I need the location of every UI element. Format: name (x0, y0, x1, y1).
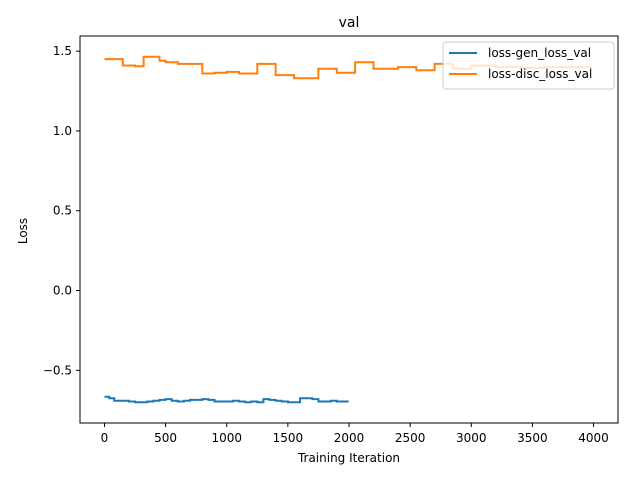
x-tick-label: 2000 (334, 431, 365, 445)
legend-label-gen-loss: loss-gen_loss_val (488, 46, 591, 60)
y-tick-label: 0.5 (53, 204, 72, 218)
legend-label-disc-loss: loss-disc_loss_val (488, 67, 592, 81)
x-axis: 0 500 1000 1500 2000 2500 3000 3500 4000 (101, 423, 609, 445)
y-axis: −0.5 0.0 0.5 1.0 1.5 (43, 44, 80, 377)
y-tick-label: −0.5 (43, 363, 72, 377)
y-axis-label: Loss (16, 218, 30, 244)
x-tick-label: 2500 (395, 431, 426, 445)
x-tick-label: 4000 (578, 431, 609, 445)
legend: loss-gen_loss_val loss-disc_loss_val (442, 41, 615, 90)
y-tick-label: 1.0 (53, 124, 72, 138)
x-tick-label: 3500 (517, 431, 548, 445)
x-axis-label: Training Iteration (297, 451, 400, 465)
y-tick-label: 0.0 (53, 284, 72, 298)
x-tick-label: 1000 (211, 431, 242, 445)
y-tick-label: 1.5 (53, 44, 72, 58)
x-tick-label: 1500 (273, 431, 304, 445)
x-tick-label: 500 (154, 431, 177, 445)
chart-title: val (339, 15, 360, 31)
x-tick-label: 0 (101, 431, 109, 445)
legend-box (442, 41, 615, 90)
x-tick-label: 3000 (456, 431, 487, 445)
series-line-0 (104, 395, 349, 404)
